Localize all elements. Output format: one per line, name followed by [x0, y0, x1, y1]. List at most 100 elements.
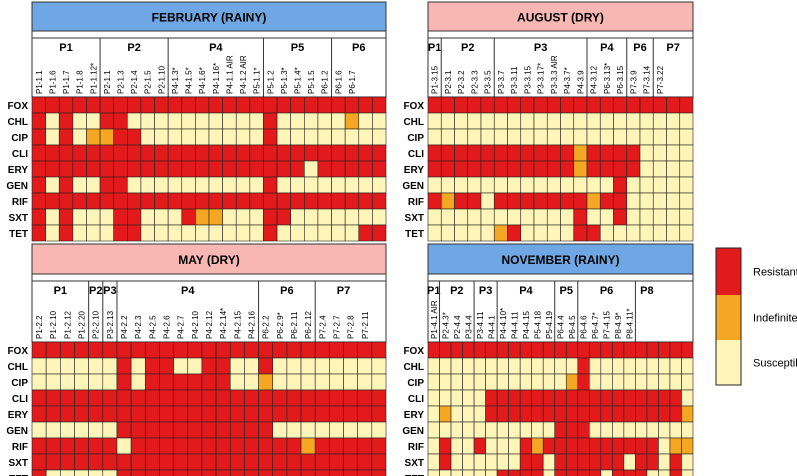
isolate-label: P4-1.6*: [198, 67, 207, 94]
heatmap-cell: [72, 176, 87, 194]
heatmap-cell: [520, 192, 535, 210]
heatmap-cell: [167, 128, 183, 146]
heatmap-cell: [344, 112, 360, 130]
heatmap-cell: [263, 176, 278, 194]
heatmap-cell: [358, 160, 373, 178]
heatmap-cell: [613, 128, 628, 146]
heatmap-cell: [546, 128, 561, 146]
heatmap-cell: [427, 176, 442, 194]
heatmap-cell: [244, 405, 259, 423]
isolate-label: P4-2.6: [163, 315, 172, 339]
heatmap-cell: [86, 128, 101, 146]
heatmap-cell: [358, 224, 373, 242]
heatmap-cell: [681, 341, 694, 359]
heatmap-cell: [215, 405, 231, 423]
legend-label-susceptible: Susceptible: [753, 358, 797, 370]
heatmap-cell: [99, 176, 114, 194]
heatmap-cell: [258, 421, 274, 439]
heatmap-cell: [635, 357, 648, 375]
heatmap-cell: [439, 373, 452, 391]
heatmap-cell: [358, 208, 373, 226]
heatmap-cell: [144, 357, 160, 375]
isolate-label: P6-4.6: [580, 315, 589, 339]
heatmap-cell: [666, 112, 681, 130]
heatmap-cell: [116, 405, 132, 423]
heatmap-cell: [372, 96, 387, 114]
heatmap-cell: [173, 389, 189, 407]
heatmap-cell: [440, 192, 455, 210]
heatmap-cell: [531, 357, 544, 375]
heatmap-cell: [113, 192, 128, 210]
heatmap-cell: [167, 160, 183, 178]
group-label: P1: [54, 285, 67, 297]
heatmap-cell: [666, 176, 681, 194]
heatmap-cell: [304, 208, 319, 226]
heatmap-cell: [573, 96, 588, 114]
heatmap-cell: [462, 357, 475, 375]
heatmap-cell: [235, 192, 251, 210]
heatmap-cell: [554, 421, 567, 439]
heatmap-cell: [229, 389, 245, 407]
isolate-label: P6-4.7*: [591, 312, 600, 339]
heatmap-cell: [372, 160, 387, 178]
heatmap-cell: [519, 357, 532, 375]
heatmap-cell: [113, 96, 128, 114]
heatmap-cell: [473, 373, 486, 391]
heatmap-cell: [639, 144, 654, 162]
heatmap-cell: [45, 453, 61, 471]
heatmap-cell: [427, 453, 440, 471]
heatmap-cell: [140, 96, 155, 114]
heatmap-cell: [99, 112, 114, 130]
heatmap-cell: [249, 176, 264, 194]
heatmap-cell: [554, 357, 567, 375]
heatmap-cell: [508, 341, 521, 359]
isolate-label: P3-4.11: [476, 311, 485, 339]
heatmap-cell: [263, 128, 278, 146]
heatmap-cell: [652, 192, 667, 210]
heatmap-cell: [496, 373, 509, 391]
heatmap-cell: [462, 453, 475, 471]
heatmap-cell: [286, 469, 302, 476]
heatmap-cell: [195, 112, 210, 130]
heatmap-cell: [159, 341, 174, 359]
heatmap-cell: [31, 341, 47, 359]
heatmap-cell: [102, 373, 118, 391]
heatmap-cell: [357, 437, 373, 455]
heatmap-cell: [258, 357, 274, 375]
heatmap-cell: [304, 160, 319, 178]
isolate-label: P3-3.5: [484, 70, 493, 94]
heatmap-cell: [201, 341, 217, 359]
heatmap-cell: [623, 389, 636, 407]
heatmap-cell: [244, 437, 259, 455]
heatmap-cell: [531, 437, 544, 455]
heatmap-cell: [276, 128, 291, 146]
heatmap-cell: [496, 341, 509, 359]
heatmap-cell: [589, 341, 602, 359]
drug-label-chl: CHL: [403, 362, 424, 373]
heatmap-cell: [508, 357, 521, 375]
heatmap-cell: [229, 373, 245, 391]
heatmap-cell: [144, 405, 160, 423]
heatmap-cell: [652, 144, 667, 162]
isolate-label: P8-4.9*: [614, 312, 623, 339]
heatmap-cell: [427, 144, 442, 162]
isolate-label: P6-1.7: [348, 70, 357, 94]
heatmap-cell: [102, 405, 118, 423]
heatmap-cell: [45, 469, 61, 476]
heatmap-cell: [45, 373, 61, 391]
heatmap-cell: [249, 160, 264, 178]
heatmap-cell: [144, 341, 160, 359]
heatmap-cell: [154, 144, 169, 162]
heatmap-cell: [666, 128, 681, 146]
heatmap-cell: [577, 341, 590, 359]
heatmap-cell: [635, 373, 648, 391]
isolate-label: P3-3.17*: [537, 63, 546, 94]
isolate-label: P3-3.7: [497, 70, 506, 94]
heatmap-cell: [304, 112, 319, 130]
heatmap-cell: [679, 224, 694, 242]
heatmap-cell: [467, 144, 482, 162]
heatmap-cell: [60, 469, 75, 476]
isolate-label: P3-2.13: [106, 310, 115, 339]
heatmap-cell: [74, 437, 89, 455]
heatmap-cell: [357, 421, 373, 439]
